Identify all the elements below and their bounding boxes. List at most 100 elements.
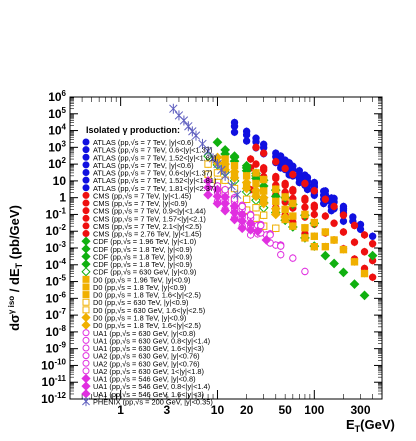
series-16 xyxy=(212,137,261,181)
data-point xyxy=(289,254,297,262)
data-point xyxy=(220,145,231,155)
data-point xyxy=(212,137,223,148)
data-point xyxy=(203,146,213,157)
legend-marker xyxy=(82,367,90,375)
legend-entry-label: CDF (pp,√s = 1.8 TeV, |y|<0.9) xyxy=(93,245,192,254)
legend-entry-label: CDF (pp,√s = 1.96 TeV, |y|<1.0) xyxy=(93,237,196,246)
data-point xyxy=(350,221,359,230)
x-tick-label: 3 xyxy=(163,403,170,417)
data-point xyxy=(350,238,359,246)
data-point xyxy=(281,193,289,201)
legend-marker xyxy=(81,320,91,330)
data-point xyxy=(229,173,240,183)
legend-title: Isolated γ production: xyxy=(86,125,180,135)
data-point xyxy=(169,103,178,114)
data-point xyxy=(329,258,339,269)
y-tick-label: 10-3 xyxy=(46,240,67,255)
legend-entry-label: UA2 (pp,√s = 630 GeV, |y|<0.76) xyxy=(93,359,200,368)
data-point xyxy=(281,181,289,189)
legend-marker xyxy=(82,329,90,337)
data-point xyxy=(289,222,297,230)
data-point xyxy=(349,279,360,290)
legend-marker xyxy=(82,283,90,291)
data-point xyxy=(310,218,319,227)
legend-marker xyxy=(82,191,90,199)
data-point xyxy=(242,195,251,203)
legend-entry-label: UA1 (pp,√s = 630 GeV, |y|<0.8) xyxy=(93,329,196,338)
legend-marker xyxy=(82,169,90,177)
data-point xyxy=(321,195,330,203)
legend-marker xyxy=(82,396,90,407)
data-point xyxy=(339,211,348,219)
legend-entry-label: D0 (pp,√s = 1.8 TeV, |y|<0.9) xyxy=(93,283,186,292)
data-point xyxy=(259,211,268,219)
data-point xyxy=(246,155,255,163)
data-point xyxy=(261,235,272,245)
data-marks-layer xyxy=(169,103,378,301)
data-point xyxy=(251,191,261,202)
series-34 xyxy=(169,103,242,200)
legend-marker xyxy=(81,244,91,254)
data-point xyxy=(320,250,331,261)
legend-marker xyxy=(82,214,90,222)
legend-entry-label: D0 (pp,√s = 1.8 TeV, 1.6<|y|<2.5) xyxy=(93,291,201,300)
legend-marker xyxy=(82,161,90,169)
legend-entry-label: ATLAS (pp,√s = 7 TeV, |y|<0.6) xyxy=(93,138,194,147)
y-tick-label: 10-5 xyxy=(46,274,67,289)
legend-entry-label: ATLAS (pp,√s = 7 TeV, 1.81<|y|<2.37) xyxy=(93,184,216,193)
y-tick-label: 10-7 xyxy=(46,307,67,322)
data-point xyxy=(220,170,230,181)
data-point xyxy=(259,149,268,157)
data-point xyxy=(295,174,304,183)
legend-entry-label: UA2 (pp,√s = 630 GeV, |y|<0.76) xyxy=(93,352,200,361)
legend-marker xyxy=(82,176,90,184)
x-tick-label: 1 xyxy=(117,403,124,417)
data-point xyxy=(310,242,319,251)
data-point xyxy=(289,212,297,220)
y-tick-label: 102 xyxy=(48,156,66,171)
data-point xyxy=(270,209,281,220)
legend-entry-label: PHENIX (pp,√s = 200 GeV, |y|<0.35) xyxy=(93,397,213,406)
legend-entry-label: ATLAS (pp,√s = 7 TeV, 0.6<|y|<1.37) xyxy=(93,146,212,155)
y-axis-title: dσγ iso / dET (pb/GeV) xyxy=(7,205,24,331)
legend-entry-label: CMS (pp,√s = 7 TeV, 0.9<|y|<1.44) xyxy=(93,207,206,216)
legend-marker xyxy=(82,275,90,283)
data-point xyxy=(339,245,348,254)
data-point xyxy=(367,250,378,261)
data-point xyxy=(301,179,309,188)
y-tick-label: 1 xyxy=(59,191,66,205)
legend-entry-label: CMS (pp,√s = 7 TeV, 2.1<|y|<2.5) xyxy=(93,222,202,231)
data-point xyxy=(289,199,297,208)
data-point xyxy=(301,234,309,242)
data-point xyxy=(229,214,240,225)
legend: Isolated γ production: ATLAS (pp,√s = 7 T… xyxy=(81,125,216,407)
legend-entry-label: UA1 (pp,√s = 546 GeV, |y|<0.8) xyxy=(93,375,196,384)
legend-entry-label: CDF (pp,√s = 630 GeV, |y|<0.9) xyxy=(93,268,196,277)
data-point xyxy=(252,204,260,212)
data-point xyxy=(258,198,269,209)
x-tick-label: 20 xyxy=(240,403,254,417)
data-point xyxy=(281,205,289,214)
y-tick-label: 10-9 xyxy=(46,341,67,356)
data-point xyxy=(241,183,252,194)
data-point xyxy=(272,197,280,206)
legend-marker xyxy=(81,251,91,262)
data-point xyxy=(310,203,319,212)
legend-entry-label: D0 (pp,√s = 630 TeV, |y|<0.9) xyxy=(93,298,188,307)
series-29 xyxy=(230,195,309,276)
data-point xyxy=(213,169,222,177)
data-point xyxy=(359,290,370,301)
data-point xyxy=(301,224,309,232)
data-point xyxy=(252,169,260,177)
legend-entry-label: ATLAS (pp,√s = 7 TeV, |y|<0.6) xyxy=(93,161,194,170)
legend-entry-label: CMS (pp,√s = 2.76 TeV, |y|<1.45) xyxy=(93,230,202,239)
legend-entry-label: ATLAS (pp,√s = 7 TeV, 1.52<|y|<1.81) xyxy=(93,176,216,185)
data-point xyxy=(301,210,309,219)
legend-marker xyxy=(82,199,90,207)
series-10 xyxy=(252,160,377,265)
data-point xyxy=(360,269,369,278)
legend-entry-label: UA1 (pp,√s = 630 GeV, 1.6<|y|<3) xyxy=(93,344,204,353)
y-tick-label: 10-11 xyxy=(42,374,67,389)
data-point xyxy=(208,153,218,164)
